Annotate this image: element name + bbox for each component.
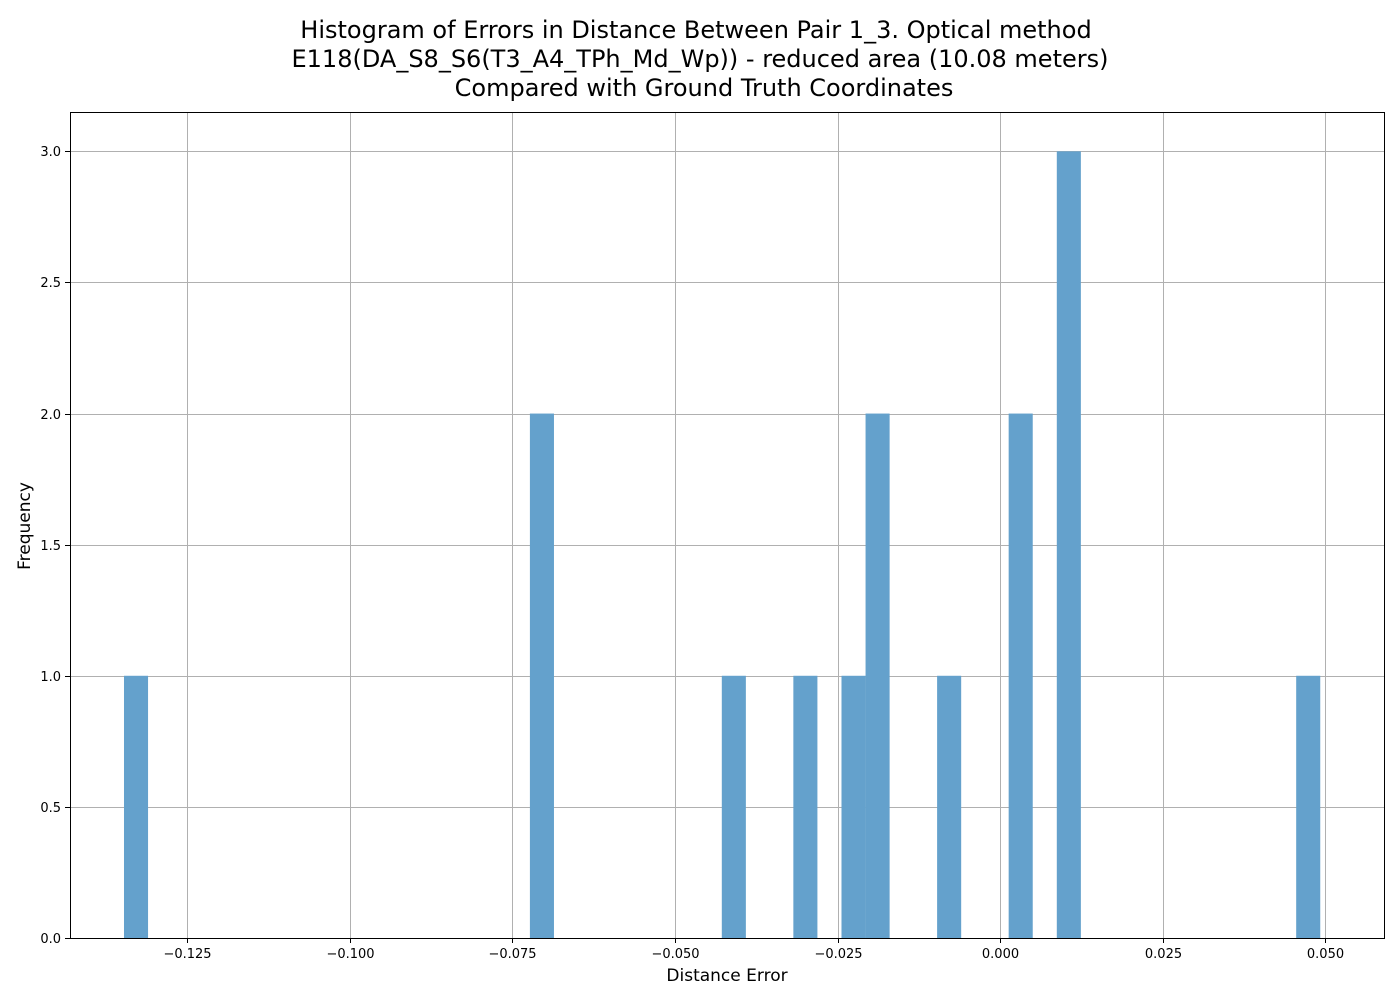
y-tick-label: 0.5 [40, 801, 61, 816]
x-tick-label: −0.075 [488, 947, 536, 962]
x-tick-label: −0.125 [163, 947, 211, 962]
y-axis-label: Frequency [15, 482, 35, 570]
y-tick-label: 1.0 [40, 670, 61, 685]
x-tick-label: 0.050 [1307, 947, 1344, 962]
plot-frame [70, 112, 1385, 939]
y-tick-label: 2.5 [40, 276, 61, 291]
x-tick-label: 0.025 [1145, 947, 1182, 962]
y-tick-label: 1.5 [40, 539, 61, 554]
histogram-bar [721, 675, 746, 938]
x-tick-label: −0.100 [326, 947, 374, 962]
histogram-bar [1008, 413, 1033, 938]
x-axis-ticks: −0.125 −0.100 −0.075 −0.050 −0.025 0.000 0.025… [163, 938, 1344, 962]
y-tick-label: 3.0 [40, 145, 61, 160]
x-axis-label: Distance Error [666, 966, 787, 986]
histogram-bar [937, 675, 962, 938]
histogram-bar [865, 413, 890, 938]
histogram-bar [123, 675, 149, 938]
histogram-bar [1296, 675, 1321, 938]
histogram-bar [793, 675, 818, 938]
x-tick-label: −0.050 [651, 947, 699, 962]
histogram-bar [529, 413, 554, 938]
plot-area [70, 112, 1385, 939]
x-tick-label: 0.000 [982, 947, 1019, 962]
x-grid-lines [187, 112, 1326, 938]
y-tick-label: 2.0 [40, 408, 61, 423]
chart-title-line-3: Compared with Ground Truth Coordinates [455, 74, 954, 102]
y-axis-ticks: 0.0 0.5 1.0 1.5 2.0 2.5 3.0 [40, 145, 70, 947]
chart-title-line-1: Histogram of Errors in Distance Between … [300, 16, 1091, 44]
histogram-bar [841, 675, 866, 938]
y-tick-label: 0.0 [40, 932, 61, 947]
chart-title: Histogram of Errors in Distance Between … [292, 16, 1109, 102]
chart-title-line-2: E118(DA_S8_S6(T3_A4_TPh_Md_Wp)) - reduce… [292, 45, 1109, 73]
histogram-bars [123, 151, 1321, 939]
x-tick-label: −0.025 [814, 947, 862, 962]
histogram-bar [1056, 151, 1081, 939]
